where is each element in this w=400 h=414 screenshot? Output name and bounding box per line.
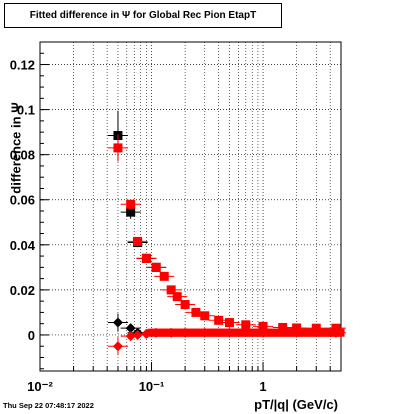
x-tick-label: 10⁻¹ — [139, 379, 165, 394]
data-point-diamond — [199, 327, 210, 338]
data-point-diamond — [291, 327, 302, 338]
data-point-square — [214, 315, 224, 325]
plot-frame — [39, 41, 342, 372]
data-point-diamond — [125, 331, 136, 342]
chart-title-box: Fitted difference in Ψ for Global Rec Pi… — [4, 3, 282, 28]
chart-title: Fitted difference in Ψ for Global Rec Pi… — [29, 10, 257, 21]
data-point-square — [191, 307, 201, 317]
y-tick-label: 0.12 — [10, 58, 35, 73]
y-tick-label: 0.1 — [17, 103, 35, 118]
data-point-square — [258, 321, 268, 331]
x-tick-label: 1 — [259, 379, 266, 394]
data-point-diamond — [180, 327, 191, 338]
y-tick-label: 0.06 — [10, 193, 35, 208]
data-point-diamond — [132, 329, 143, 340]
data-point-square — [241, 320, 251, 330]
y-axis-label: difference in Ψ — [8, 102, 24, 194]
data-point-diamond — [224, 327, 235, 338]
data-point-square — [151, 262, 161, 272]
data-point-diamond — [258, 327, 269, 338]
data-point-square — [133, 236, 143, 246]
y-tick-label: 0.02 — [10, 283, 35, 298]
data-point-square — [159, 271, 169, 281]
data-point-diamond — [151, 327, 162, 338]
data-point-square — [278, 323, 288, 333]
y-tick-label: 0.04 — [10, 238, 36, 253]
y-tick-label: 0.08 — [10, 148, 35, 163]
data-point-diamond — [141, 328, 152, 339]
data-point-square — [141, 253, 151, 263]
timestamp-footer: Thu Sep 22 07:48:17 2022 — [3, 401, 94, 410]
data-point-diamond — [330, 327, 341, 338]
x-tick-label: 10⁻² — [27, 379, 53, 394]
data-point-square — [126, 199, 136, 209]
x-axis-label: pT/|q| (GeV/c) — [254, 397, 338, 412]
data-point-square — [180, 300, 190, 310]
data-point-square — [166, 285, 176, 295]
y-tick-label: 0 — [28, 328, 35, 343]
data-point-square — [172, 292, 182, 302]
data-point-diamond — [112, 317, 123, 328]
data-point-square — [224, 318, 234, 328]
data-point-square — [126, 207, 136, 217]
data-point-square — [311, 323, 321, 333]
data-point-diamond — [125, 323, 136, 334]
data-point-diamond — [112, 341, 123, 352]
data-point-square — [113, 143, 123, 153]
data-point-diamond — [166, 327, 177, 338]
data-point-square — [200, 311, 210, 321]
